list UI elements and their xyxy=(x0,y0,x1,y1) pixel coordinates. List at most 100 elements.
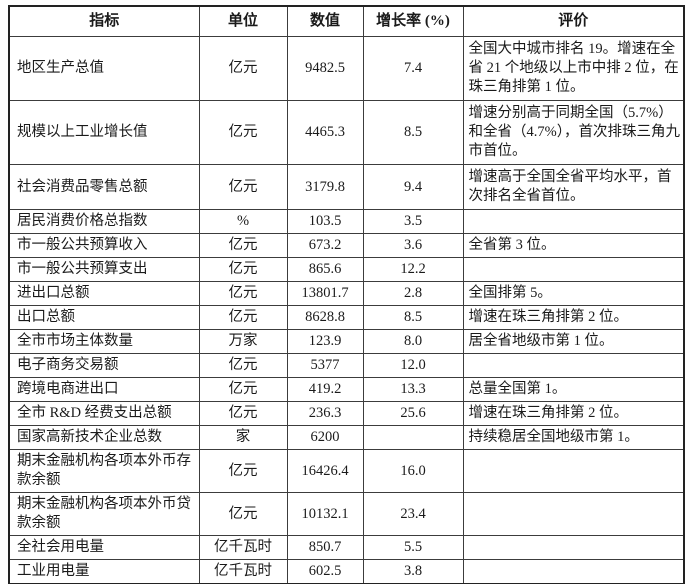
header-growth: 增长率 (%) xyxy=(362,5,464,37)
unit-cell: 家 xyxy=(198,425,288,450)
evaluation-cell: 增速在珠三角排第 2 位。 xyxy=(462,305,685,330)
indicator-cell: 全社会用电量 xyxy=(8,535,200,560)
table-row: 社会消费品零售总额 亿元 3179.8 9.4 增速高于全国全省平均水平，首次排… xyxy=(8,164,685,210)
unit-cell: 亿元 xyxy=(198,233,288,258)
indicator-cell: 全市 R&D 经费支出总额 xyxy=(8,401,200,426)
evaluation-cell xyxy=(462,449,685,493)
growth-cell: 5.5 xyxy=(362,535,464,560)
indicator-cell: 跨境电商进出口 xyxy=(8,377,200,402)
table-row: 市一般公共预算收入 亿元 673.2 3.6 全省第 3 位。 xyxy=(8,233,685,258)
indicator-cell: 期末金融机构各项本外币存款余额 xyxy=(8,449,200,493)
unit-cell: 亿元 xyxy=(198,449,288,493)
table-row: 规模以上工业增长值 亿元 4465.3 8.5 增速分别高于同期全国（5.7%）… xyxy=(8,100,685,165)
unit-cell: 亿元 xyxy=(198,36,288,101)
table-row: 出口总额 亿元 8628.8 8.5 增速在珠三角排第 2 位。 xyxy=(8,305,685,330)
unit-cell: 亿元 xyxy=(198,377,288,402)
value-cell: 3179.8 xyxy=(286,164,364,210)
value-cell: 5377 xyxy=(286,353,364,378)
table-row: 全市市场主体数量 万家 123.9 8.0 居全省地级市第 1 位。 xyxy=(8,329,685,354)
growth-cell: 12.2 xyxy=(362,257,464,282)
growth-cell: 8.0 xyxy=(362,329,464,354)
table-row: 跨境电商进出口 亿元 419.2 13.3 总量全国第 1。 xyxy=(8,377,685,402)
evaluation-cell: 增速在珠三角排第 2 位。 xyxy=(462,401,685,426)
value-cell: 123.9 xyxy=(286,329,364,354)
indicator-cell: 居民消费价格总指数 xyxy=(8,209,200,234)
growth-cell: 25.6 xyxy=(362,401,464,426)
table-row: 全市 R&D 经费支出总额 亿元 236.3 25.6 增速在珠三角排第 2 位… xyxy=(8,401,685,426)
table-row: 进出口总额 亿元 13801.7 2.8 全国排第 5。 xyxy=(8,281,685,306)
evaluation-cell xyxy=(462,257,685,282)
growth-cell: 13.3 xyxy=(362,377,464,402)
unit-cell: 亿千瓦时 xyxy=(198,535,288,560)
indicator-cell: 市一般公共预算收入 xyxy=(8,233,200,258)
growth-cell: 9.4 xyxy=(362,164,464,210)
value-cell: 103.5 xyxy=(286,209,364,234)
header-indicator: 指标 xyxy=(8,5,200,37)
indicator-cell: 出口总额 xyxy=(8,305,200,330)
growth-cell: 3.5 xyxy=(362,209,464,234)
table-row: 地区生产总值 亿元 9482.5 7.4 全国大中城市排名 19。增速在全省 2… xyxy=(8,36,685,101)
growth-cell: 16.0 xyxy=(362,449,464,493)
indicator-cell: 期末金融机构各项本外币贷款余额 xyxy=(8,492,200,536)
evaluation-cell: 增速分别高于同期全国（5.7%）和全省（4.7%），首次排珠三角九市首位。 xyxy=(462,100,685,165)
evaluation-cell xyxy=(462,492,685,536)
indicator-cell: 社会消费品零售总额 xyxy=(8,164,200,210)
table-row: 居民消费价格总指数 % 103.5 3.5 xyxy=(8,209,685,234)
unit-cell: 亿元 xyxy=(198,353,288,378)
value-cell: 4465.3 xyxy=(286,100,364,165)
table-row: 电子商务交易额 亿元 5377 12.0 xyxy=(8,353,685,378)
unit-cell: 亿元 xyxy=(198,100,288,165)
table-header-row: 指标 单位 数值 增长率 (%) 评价 xyxy=(8,5,685,37)
evaluation-cell: 居全省地级市第 1 位。 xyxy=(462,329,685,354)
header-evaluation: 评价 xyxy=(462,5,685,37)
evaluation-cell xyxy=(462,535,685,560)
evaluation-cell: 全国排第 5。 xyxy=(462,281,685,306)
unit-cell: 亿元 xyxy=(198,492,288,536)
evaluation-cell: 全国大中城市排名 19。增速在全省 21 个地级以上市中排 2 位，在珠三角排第… xyxy=(462,36,685,101)
table-row: 期末金融机构各项本外币贷款余额 亿元 10132.1 23.4 xyxy=(8,492,685,536)
value-cell: 6200 xyxy=(286,425,364,450)
unit-cell: % xyxy=(198,209,288,234)
unit-cell: 亿元 xyxy=(198,401,288,426)
evaluation-cell xyxy=(462,353,685,378)
value-cell: 419.2 xyxy=(286,377,364,402)
evaluation-cell xyxy=(462,209,685,234)
indicator-cell: 电子商务交易额 xyxy=(8,353,200,378)
evaluation-cell: 全省第 3 位。 xyxy=(462,233,685,258)
statistics-table: 指标 单位 数值 增长率 (%) 评价 地区生产总值 亿元 9482.5 7.4… xyxy=(8,5,685,584)
table-row: 期末金融机构各项本外币存款余额 亿元 16426.4 16.0 xyxy=(8,449,685,493)
table-row: 全社会用电量 亿千瓦时 850.7 5.5 xyxy=(8,535,685,560)
value-cell: 236.3 xyxy=(286,401,364,426)
evaluation-cell: 持续稳居全国地级市第 1。 xyxy=(462,425,685,450)
evaluation-cell xyxy=(462,559,685,584)
value-cell: 865.6 xyxy=(286,257,364,282)
evaluation-cell: 增速高于全国全省平均水平，首次排名全省首位。 xyxy=(462,164,685,210)
value-cell: 673.2 xyxy=(286,233,364,258)
evaluation-cell: 总量全国第 1。 xyxy=(462,377,685,402)
unit-cell: 亿元 xyxy=(198,281,288,306)
growth-cell: 2.8 xyxy=(362,281,464,306)
unit-cell: 亿千瓦时 xyxy=(198,559,288,584)
header-value: 数值 xyxy=(286,5,364,37)
value-cell: 9482.5 xyxy=(286,36,364,101)
growth-cell: 8.5 xyxy=(362,100,464,165)
growth-cell: 7.4 xyxy=(362,36,464,101)
indicator-cell: 地区生产总值 xyxy=(8,36,200,101)
growth-cell xyxy=(362,425,464,450)
growth-cell: 8.5 xyxy=(362,305,464,330)
unit-cell: 亿元 xyxy=(198,257,288,282)
indicator-cell: 市一般公共预算支出 xyxy=(8,257,200,282)
indicator-cell: 国家高新技术企业总数 xyxy=(8,425,200,450)
growth-cell: 12.0 xyxy=(362,353,464,378)
unit-cell: 万家 xyxy=(198,329,288,354)
value-cell: 8628.8 xyxy=(286,305,364,330)
value-cell: 850.7 xyxy=(286,535,364,560)
table-row: 工业用电量 亿千瓦时 602.5 3.8 xyxy=(8,559,685,584)
indicator-cell: 规模以上工业增长值 xyxy=(8,100,200,165)
header-unit: 单位 xyxy=(198,5,288,37)
growth-cell: 3.8 xyxy=(362,559,464,584)
unit-cell: 亿元 xyxy=(198,164,288,210)
value-cell: 16426.4 xyxy=(286,449,364,493)
indicator-cell: 全市市场主体数量 xyxy=(8,329,200,354)
